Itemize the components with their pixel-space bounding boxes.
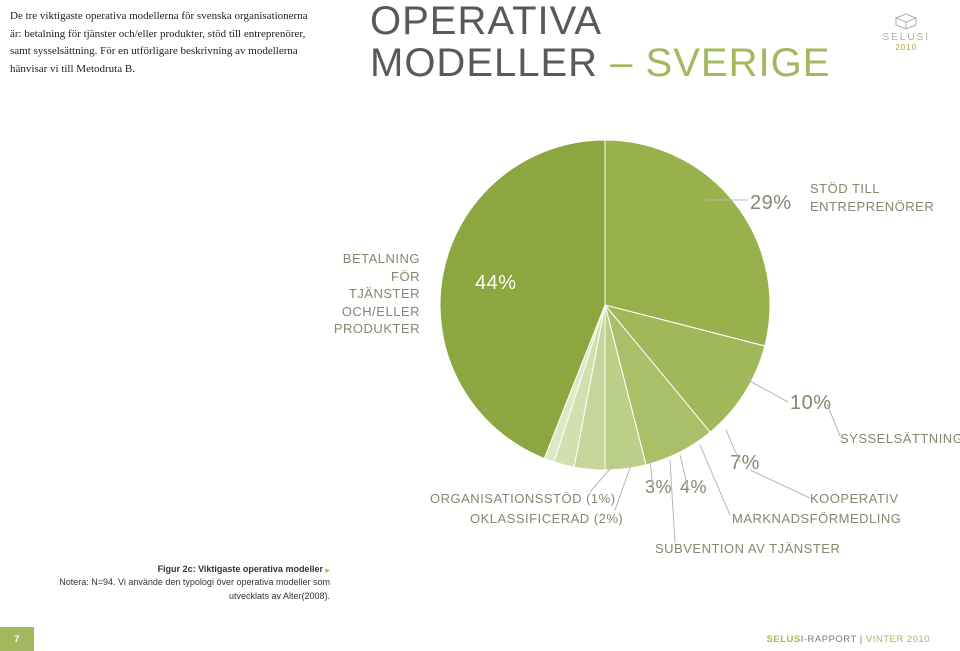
triangle-icon: ▸ xyxy=(325,564,330,578)
pct-3: 3% xyxy=(645,475,672,499)
pct-10: 10% xyxy=(790,390,832,417)
label-koop: KOOPERATIV xyxy=(810,490,899,508)
pie-svg xyxy=(440,140,770,470)
pct-29: 29% xyxy=(750,190,792,217)
label-stod: STÖD TILLENTREPRENÖRER xyxy=(810,180,934,215)
footer: 7 SELUSI-RAPPORT | VINTER 2010 xyxy=(0,627,960,651)
figure-caption: Figur 2c: Viktigaste operativa modeller … xyxy=(10,563,330,604)
label-subv: SUBVENTION AV TJÄNSTER xyxy=(655,540,840,558)
label-marknad: MARKNADSFÖRMEDLING xyxy=(732,510,901,528)
pct-7: 7% xyxy=(730,450,760,477)
cube-icon xyxy=(892,12,920,30)
pie-chart: BETALNING FÖR TJÄNSTER OCH/ELLER PRODUKT… xyxy=(280,140,920,570)
page-number: 7 xyxy=(0,627,34,651)
page-title: OPERATIVA MODELLER – SVERIGE xyxy=(330,0,920,84)
label-orgstod: ORGANISATIONSSTÖD (1%) xyxy=(430,490,616,508)
label-oklass: OKLASSIFICERAD (2%) xyxy=(470,510,623,528)
label-syssel: SYSSELSÄTTNING xyxy=(840,430,960,448)
logo: SELUSI 2010 xyxy=(882,12,930,52)
pct-44: 44% xyxy=(475,270,517,297)
label-betalning: BETALNING FÖR TJÄNSTER OCH/ELLER PRODUKT… xyxy=(270,250,420,338)
footer-right: SELUSI-RAPPORT | VINTER 2010 xyxy=(767,634,930,645)
intro-paragraph: De tre viktigaste operativa modellerna f… xyxy=(10,0,330,84)
pct-4: 4% xyxy=(680,475,707,499)
